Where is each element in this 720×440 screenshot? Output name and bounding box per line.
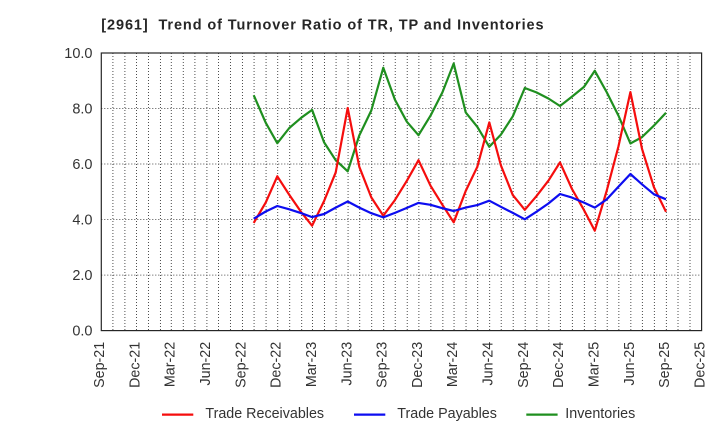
svg-text:Dec-21: Dec-21 [127,342,143,388]
svg-text:Jun-25: Jun-25 [622,342,638,386]
svg-text:Trade Payables: Trade Payables [397,406,497,422]
svg-text:Dec-25: Dec-25 [692,342,708,388]
svg-text:Sep-23: Sep-23 [375,342,391,388]
svg-text:Mar-22: Mar-22 [163,342,179,387]
svg-text:Jun-23: Jun-23 [339,342,355,386]
svg-text:4.0: 4.0 [72,212,92,228]
svg-text:Sep-21: Sep-21 [92,342,108,388]
svg-text:Dec-24: Dec-24 [551,342,567,388]
svg-text:Sep-25: Sep-25 [657,342,673,388]
svg-text:6.0: 6.0 [72,157,92,173]
svg-text:Sep-22: Sep-22 [233,342,249,388]
svg-text:Jun-22: Jun-22 [198,342,214,386]
svg-text:8.0: 8.0 [72,101,92,117]
svg-text:Dec-23: Dec-23 [410,342,426,388]
svg-text:10.0: 10.0 [64,46,92,62]
svg-text:Trade Receivables: Trade Receivables [205,406,324,422]
svg-text:Jun-24: Jun-24 [481,342,497,386]
svg-text:2.0: 2.0 [72,268,92,284]
svg-text:0.0: 0.0 [72,323,92,339]
svg-text:Dec-22: Dec-22 [269,342,285,388]
svg-text:Mar-24: Mar-24 [445,342,461,387]
svg-text:[2961] Trend of Turnover Rati: [2961] Trend of Turnover Ratio of TR, TP… [101,18,544,34]
svg-text:Sep-24: Sep-24 [516,342,532,388]
svg-text:Inventories: Inventories [565,406,635,422]
svg-text:Mar-25: Mar-25 [587,342,603,387]
svg-text:Mar-23: Mar-23 [304,342,320,387]
